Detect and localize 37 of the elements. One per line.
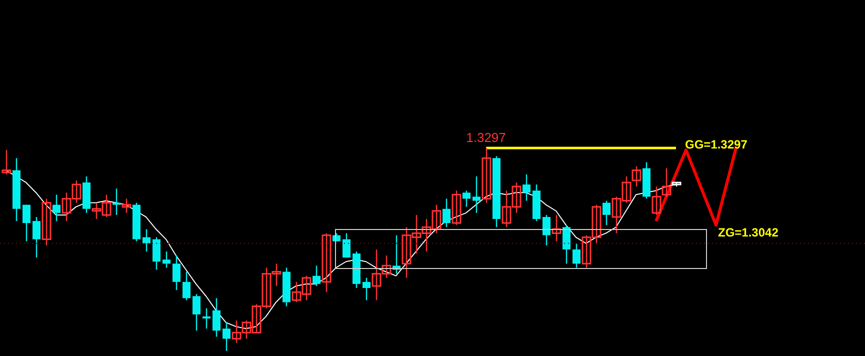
candlestick [122, 198, 132, 214]
candlestick [212, 298, 220, 338]
candlestick [652, 186, 662, 216]
candlestick [632, 166, 642, 188]
candlestick [572, 242, 580, 268]
candlestick [522, 174, 530, 202]
candlestick [542, 214, 550, 246]
candlestick [52, 194, 60, 222]
candlestick [222, 322, 230, 352]
text: 1.3297 [466, 130, 506, 146]
candlestick [22, 204, 30, 242]
candlestick [162, 250, 170, 268]
candlestick [452, 190, 462, 226]
candlestick [362, 277, 370, 301]
annotation: ZG=1.3042 [718, 225, 779, 240]
candlestick [192, 293, 200, 332]
candlestick [472, 176, 480, 214]
series-label: GG=1.3297 [685, 137, 748, 152]
candlestick [142, 228, 150, 252]
candlestick [562, 224, 570, 264]
candlestick [482, 147, 492, 204]
candlestick [442, 198, 450, 228]
candlestick [322, 232, 332, 293]
candlestick [172, 254, 180, 291]
candlestick [112, 188, 120, 216]
candlestick [202, 308, 210, 330]
candlestick [602, 200, 610, 226]
candlestick [662, 168, 672, 198]
candlestick [182, 271, 190, 301]
candlestick [42, 198, 52, 246]
candlestick [312, 265, 320, 287]
candlestick [152, 236, 160, 270]
candlestick [32, 216, 40, 258]
candlestick [462, 190, 470, 208]
candlestick [342, 232, 350, 258]
candlestick [552, 214, 562, 242]
candlestick [2, 149, 12, 175]
